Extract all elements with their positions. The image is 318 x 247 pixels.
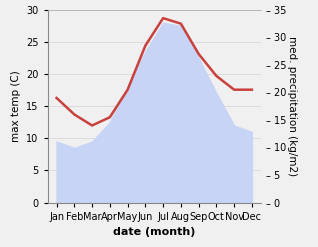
X-axis label: date (month): date (month) <box>113 227 196 237</box>
Y-axis label: med. precipitation (kg/m2): med. precipitation (kg/m2) <box>287 36 297 176</box>
Y-axis label: max temp (C): max temp (C) <box>10 70 21 142</box>
